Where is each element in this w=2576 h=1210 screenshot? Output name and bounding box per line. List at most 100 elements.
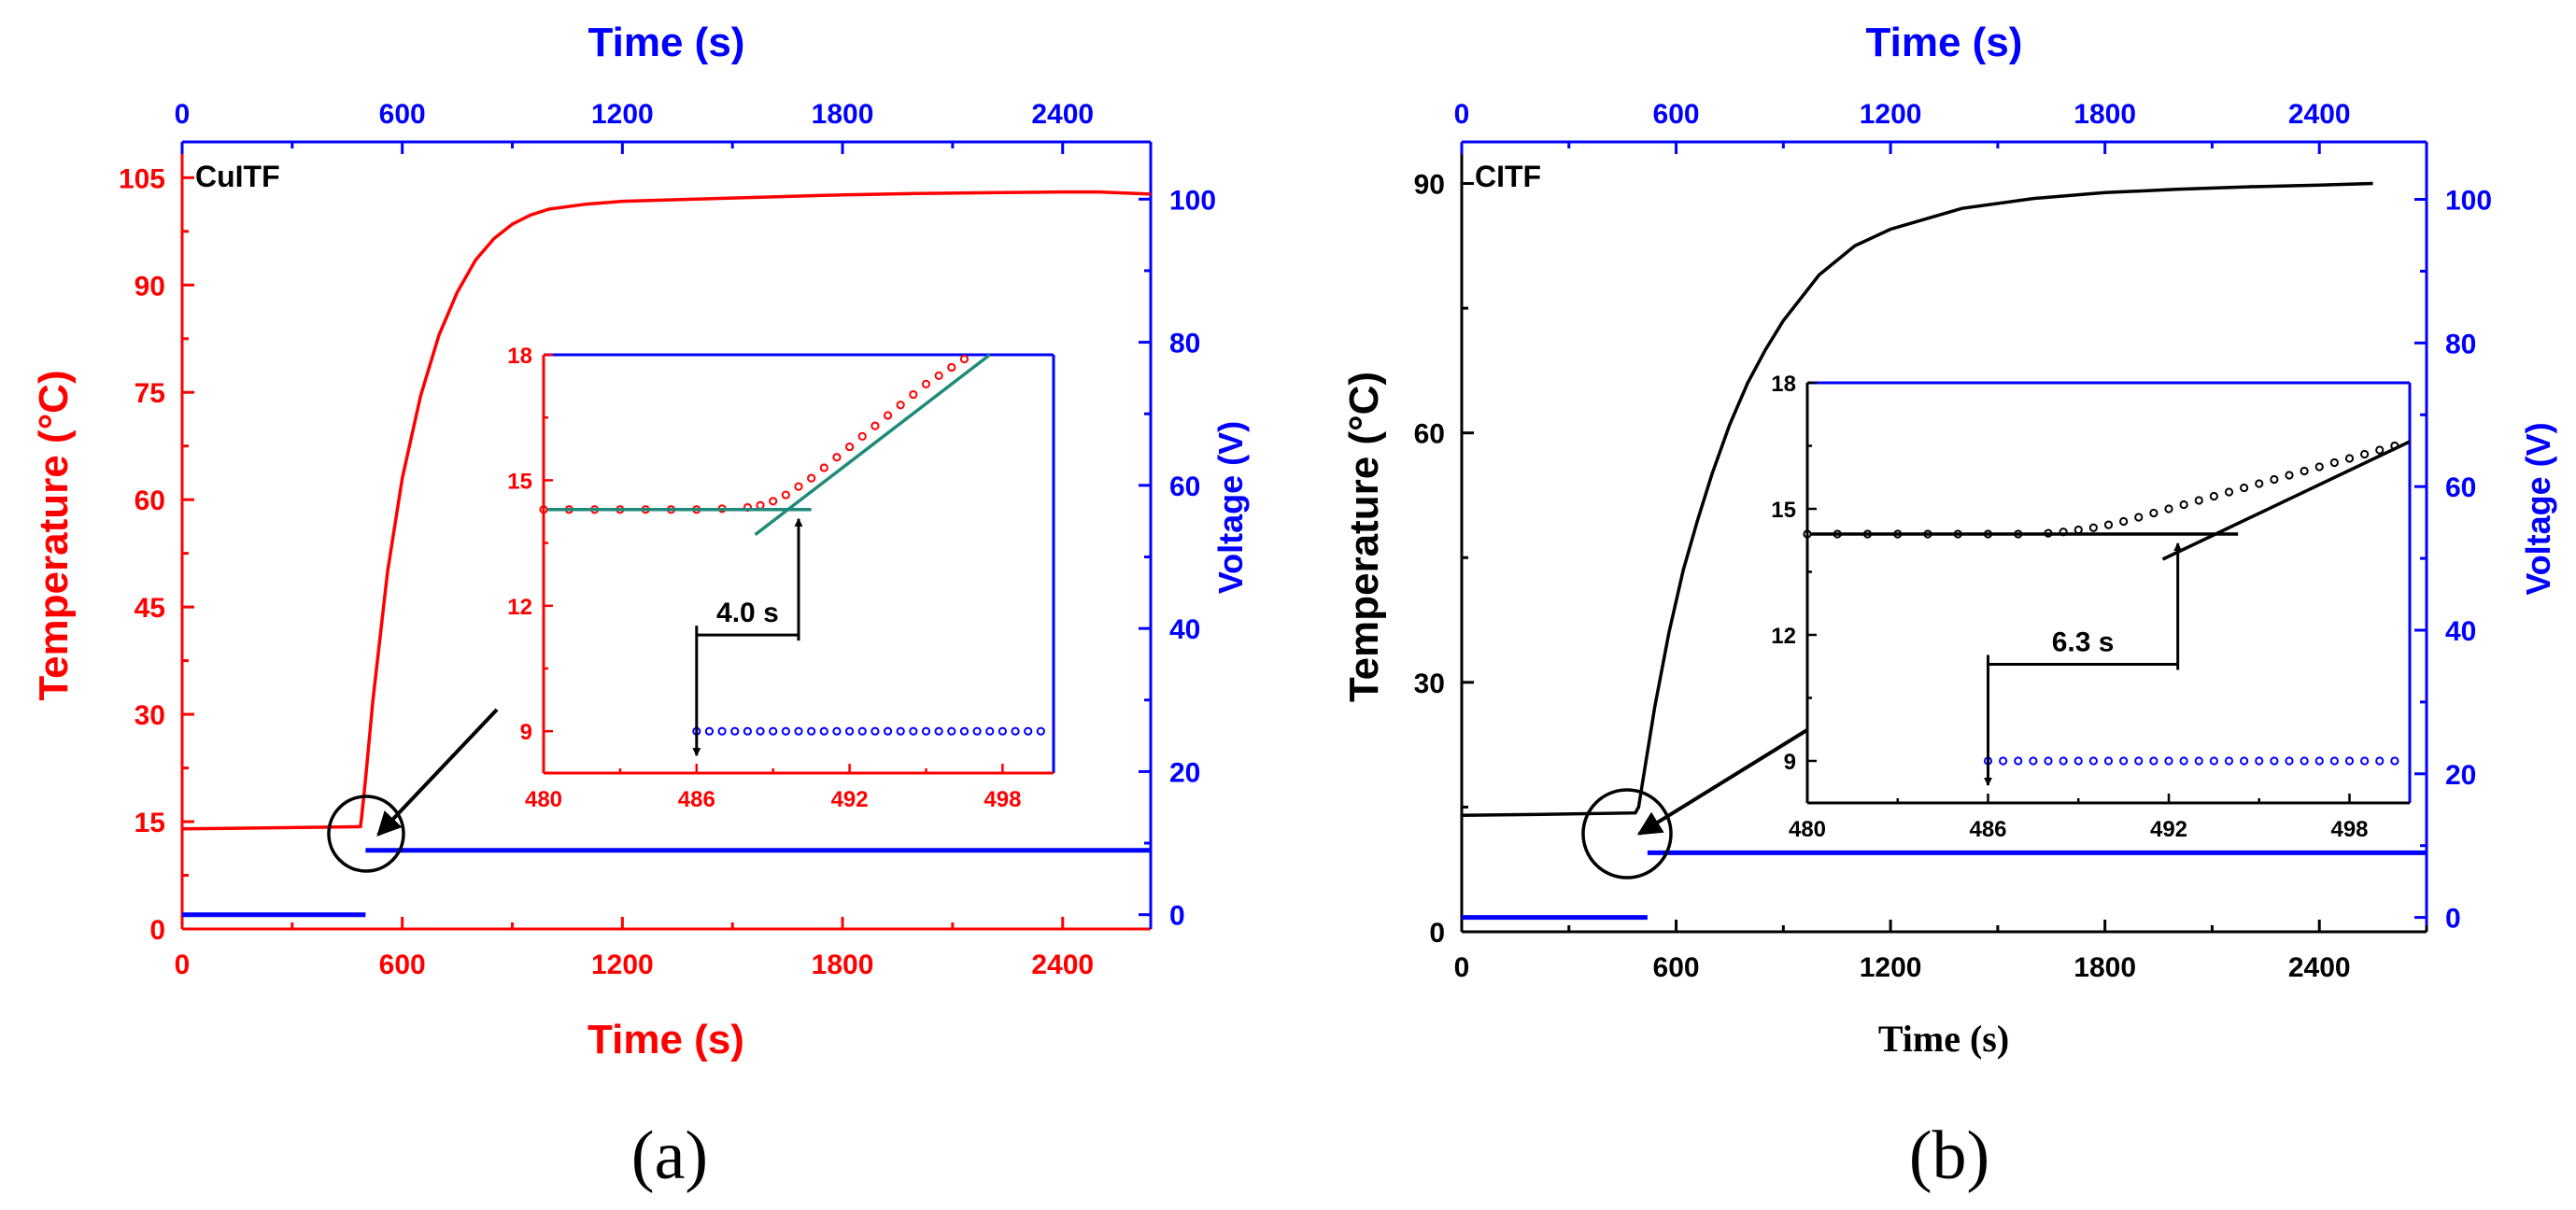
inset-temperature-point — [819, 463, 828, 472]
inset-voltage-point — [1011, 726, 1020, 736]
x-top-axis-label: Time (s) — [588, 20, 745, 65]
inset-temperature-point — [2164, 504, 2173, 514]
inset-y-tick-label: 18 — [507, 344, 532, 369]
inset-y-tick-label: 9 — [520, 720, 532, 745]
y-tick-label: 60 — [134, 485, 165, 516]
inset-temperature-point — [2134, 513, 2144, 522]
y-tick-label: 45 — [134, 593, 165, 624]
inset-x-tick-label: 498 — [2330, 817, 2368, 842]
y-tick-label: 90 — [134, 271, 165, 302]
inset-voltage-point — [1999, 756, 2008, 766]
y-tick-label: 105 — [119, 163, 165, 194]
panel-a: 0060060012001200180018002400240001530456… — [31, 20, 1250, 1062]
y-right-tick-label: 60 — [2445, 472, 2476, 503]
zoom-arrow — [376, 708, 499, 837]
y-right-tick-label: 20 — [1169, 757, 1200, 788]
inset-voltage-point — [883, 726, 893, 736]
inset-voltage-point — [2029, 756, 2038, 766]
inset-voltage-point — [909, 726, 918, 736]
inset-voltage-point — [717, 726, 727, 736]
inset-temperature-point — [2088, 523, 2098, 532]
inset-voltage-point — [794, 726, 803, 736]
inset-voltage-point — [2074, 756, 2083, 766]
x-tick-label: 0 — [1454, 952, 1470, 983]
inset-temperature-point — [1803, 529, 1812, 539]
y-right-tick-label: 100 — [1169, 185, 1216, 216]
y-right-tick-label: 0 — [2445, 904, 2461, 935]
inset-voltage-point — [2179, 756, 2188, 766]
inset-voltage-point — [832, 726, 842, 736]
inset-voltage-point — [2134, 756, 2144, 766]
inset-y-tick-label: 12 — [507, 595, 532, 620]
inset-temperature-point — [2255, 479, 2264, 488]
inset-voltage-point — [704, 726, 715, 736]
highlight-circle — [327, 795, 405, 873]
x-tick-label: 600 — [1653, 952, 1700, 983]
x-top-axis-label: Time (s) — [1866, 20, 2023, 65]
y-right-tick-label: 60 — [1169, 471, 1200, 502]
y-tick-label: 0 — [149, 915, 165, 946]
x-top-tick-label: 1800 — [812, 99, 874, 130]
y-right-tick-label: 80 — [1169, 329, 1200, 359]
inset-temperature-point — [2240, 483, 2249, 493]
x-top-tick-label: 2400 — [2288, 99, 2351, 130]
inset-voltage-point — [2014, 756, 2023, 766]
inset-temperature-point — [2270, 474, 2279, 485]
inset-x-tick-label: 486 — [1969, 817, 2006, 842]
inset-voltage-point — [2255, 756, 2264, 766]
inset-voltage-point — [743, 726, 753, 736]
x-tick-label: 2400 — [2288, 952, 2351, 983]
inset-temperature-point — [896, 401, 905, 410]
y-tick-label: 60 — [1414, 419, 1445, 450]
inset-delay-label: 6.3 s — [2052, 627, 2115, 658]
inset-x-tick-label: 498 — [984, 787, 1021, 812]
inset-voltage-point — [781, 726, 790, 736]
sample-name-label: CuITF — [195, 160, 280, 193]
inset-delay-label: 4.0 s — [716, 598, 779, 628]
inset-x-tick-label: 480 — [525, 787, 562, 812]
y-right-axis-label: Voltage (V) — [2519, 422, 2557, 595]
inset-voltage-point — [2209, 756, 2218, 766]
inset-voltage-point — [998, 726, 1008, 736]
inset-voltage-point — [2224, 756, 2234, 766]
inset-temperature-point — [781, 490, 790, 499]
inset-voltage-point — [2285, 756, 2294, 766]
y-right-tick-label: 80 — [2445, 329, 2476, 359]
inset-temperature-point — [845, 442, 855, 452]
inset-voltage-point — [2300, 756, 2309, 766]
inset-temperature-point — [2224, 487, 2234, 497]
inset-temperature-point — [2179, 499, 2188, 510]
inset-voltage-point — [934, 726, 943, 736]
y-right-axis-label: Voltage (V) — [1211, 421, 1250, 594]
inset-plot: 480 486 492 498 9 12 15 18 6.3 s — [1771, 372, 2412, 842]
inset-voltage-point — [2044, 756, 2053, 766]
inset-y-tick-label: 15 — [507, 469, 532, 494]
temperature-series-line — [1461, 181, 2373, 818]
inset-temperature-point — [934, 371, 943, 380]
x-tick-label: 1800 — [812, 950, 874, 980]
inset-temperature-point — [769, 497, 778, 506]
y-tick-label: 30 — [134, 700, 165, 731]
x-tick-label: 1200 — [1860, 952, 1922, 983]
inset-voltage-point — [2314, 756, 2324, 766]
x-tick-label: 2400 — [1031, 950, 1094, 980]
y-axis-label: Temperature (°C) — [31, 370, 77, 700]
panel-b: 0060060012001200180018002400240003060900… — [1341, 20, 2557, 1060]
inset-voltage-point — [947, 726, 956, 736]
inset-x-tick-label: 492 — [831, 787, 869, 812]
x-top-tick-label: 1800 — [2074, 99, 2136, 130]
inset-temperature-point — [2329, 457, 2339, 468]
inset-x-tick-label: 480 — [1789, 817, 1826, 842]
temperature-series-line — [181, 190, 1152, 831]
y-right-tick-label: 40 — [2445, 616, 2476, 647]
y-right-tick-label: 0 — [1169, 901, 1185, 932]
highlight-circle — [1581, 788, 1673, 879]
y-tick-label: 0 — [1429, 918, 1445, 949]
x-top-tick-label: 1200 — [1860, 99, 1922, 130]
inset-voltage-point — [1036, 726, 1045, 736]
inset-voltage-point — [1024, 726, 1033, 736]
y-axis-label: Temperature (°C) — [1341, 372, 1387, 702]
inset-temperature-point — [909, 389, 918, 400]
y-tick-label: 90 — [1414, 170, 1445, 201]
